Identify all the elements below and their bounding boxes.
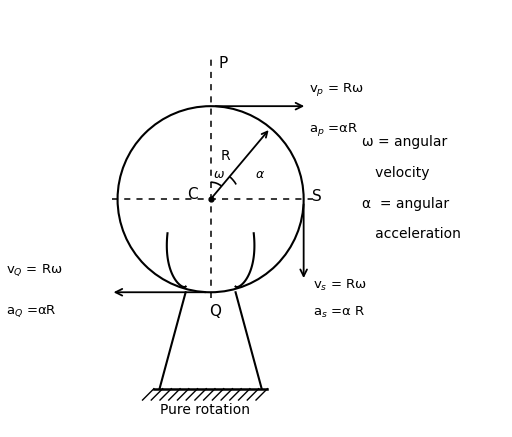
Text: v$_{p}$ = Rω: v$_{p}$ = Rω — [309, 81, 365, 98]
Text: velocity: velocity — [361, 166, 429, 180]
Text: Q: Q — [209, 304, 221, 319]
Text: S: S — [312, 190, 322, 205]
Text: P: P — [219, 55, 228, 70]
Text: a$_{p}$ =αR: a$_{p}$ =αR — [309, 121, 358, 138]
Text: ω = angular: ω = angular — [361, 135, 447, 149]
Text: α  = angular: α = angular — [361, 197, 449, 211]
Text: a$_{s}$ =α R: a$_{s}$ =α R — [313, 305, 365, 320]
Text: acceleration: acceleration — [361, 227, 460, 241]
Text: a$_{Q}$ =αR: a$_{Q}$ =αR — [6, 304, 57, 319]
Text: ω: ω — [214, 168, 225, 181]
Text: v$_{Q}$ = Rω: v$_{Q}$ = Rω — [6, 262, 63, 277]
Text: R: R — [221, 149, 230, 163]
Text: Pure rotation: Pure rotation — [160, 403, 250, 417]
Text: α: α — [256, 168, 264, 181]
Text: C: C — [187, 187, 198, 202]
FancyBboxPatch shape — [0, 15, 512, 422]
Text: v$_{s}$ = Rω: v$_{s}$ = Rω — [313, 278, 367, 293]
